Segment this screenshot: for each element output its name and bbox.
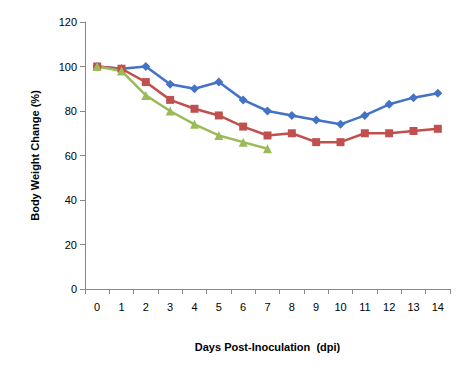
svg-text:0: 0 xyxy=(94,301,100,313)
svg-text:20: 20 xyxy=(65,239,77,251)
svg-text:2: 2 xyxy=(143,301,149,313)
svg-text:5: 5 xyxy=(216,301,222,313)
svg-text:12: 12 xyxy=(383,301,395,313)
svg-text:13: 13 xyxy=(407,301,419,313)
svg-text:Days Post-Inoculation (dpi): Days Post-Inoculation (dpi) xyxy=(195,341,341,353)
svg-text:3: 3 xyxy=(167,301,173,313)
svg-text:0: 0 xyxy=(71,283,77,295)
svg-text:7: 7 xyxy=(264,301,270,313)
svg-text:100: 100 xyxy=(59,61,77,73)
svg-text:1: 1 xyxy=(118,301,124,313)
svg-text:6: 6 xyxy=(240,301,246,313)
svg-text:Body Weight Change (%): Body Weight Change (%) xyxy=(29,90,41,221)
svg-text:10: 10 xyxy=(334,301,346,313)
svg-text:4: 4 xyxy=(191,301,197,313)
svg-text:120: 120 xyxy=(59,16,77,28)
svg-text:80: 80 xyxy=(65,105,77,117)
svg-text:9: 9 xyxy=(313,301,319,313)
svg-text:60: 60 xyxy=(65,150,77,162)
svg-text:11: 11 xyxy=(359,301,370,313)
svg-text:14: 14 xyxy=(432,301,444,313)
svg-text:40: 40 xyxy=(65,194,77,206)
svg-text:8: 8 xyxy=(289,301,295,313)
